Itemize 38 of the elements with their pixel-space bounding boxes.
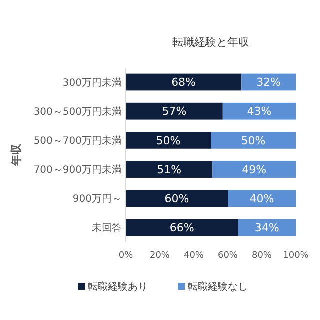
data-label: 40% (250, 192, 274, 206)
y-tick-label: 300～500万円未満 (34, 106, 122, 118)
data-label: 32% (256, 76, 282, 90)
x-tick-label: 80% (252, 251, 272, 261)
bar (211, 132, 296, 149)
bar (126, 74, 242, 91)
x-tick-label: 0% (118, 251, 134, 261)
y-tick-label: 未回答 (92, 222, 122, 234)
legend-label: 転職経験あり (88, 281, 148, 293)
data-label: 50% (241, 134, 266, 148)
data-label: 34% (254, 222, 280, 235)
bar (212, 161, 296, 178)
x-tick-label: 60% (218, 251, 238, 261)
y-tick-label: 500～700万円未満 (34, 134, 122, 147)
y-tick-label: 900万円～ (72, 194, 122, 206)
data-label: 66% (170, 222, 194, 235)
bar (126, 161, 213, 178)
bar (126, 219, 238, 236)
data-label: 57% (162, 105, 187, 118)
data-label: 60% (164, 192, 190, 206)
bar (126, 132, 211, 149)
y-axis-title: 年収 (10, 143, 23, 167)
x-tick-label: 40% (184, 251, 204, 261)
data-label: 43% (247, 105, 272, 118)
legend-label: 転職経験なし (188, 281, 248, 293)
bar (126, 102, 223, 120)
x-tick-label: 100% (283, 251, 310, 261)
y-tick-label: 300万円未満 (62, 76, 122, 89)
bar (126, 190, 228, 208)
x-tick-label: 20% (150, 251, 170, 261)
data-label: 50% (156, 134, 181, 148)
data-label: 68% (172, 76, 196, 90)
y-tick-label: 700～900万円未満 (34, 164, 122, 176)
data-label: 51% (157, 163, 182, 176)
data-label: 49% (242, 163, 267, 176)
bar (222, 102, 296, 120)
bar (228, 190, 296, 208)
chart-title: 転職経験と年収 (172, 36, 250, 49)
